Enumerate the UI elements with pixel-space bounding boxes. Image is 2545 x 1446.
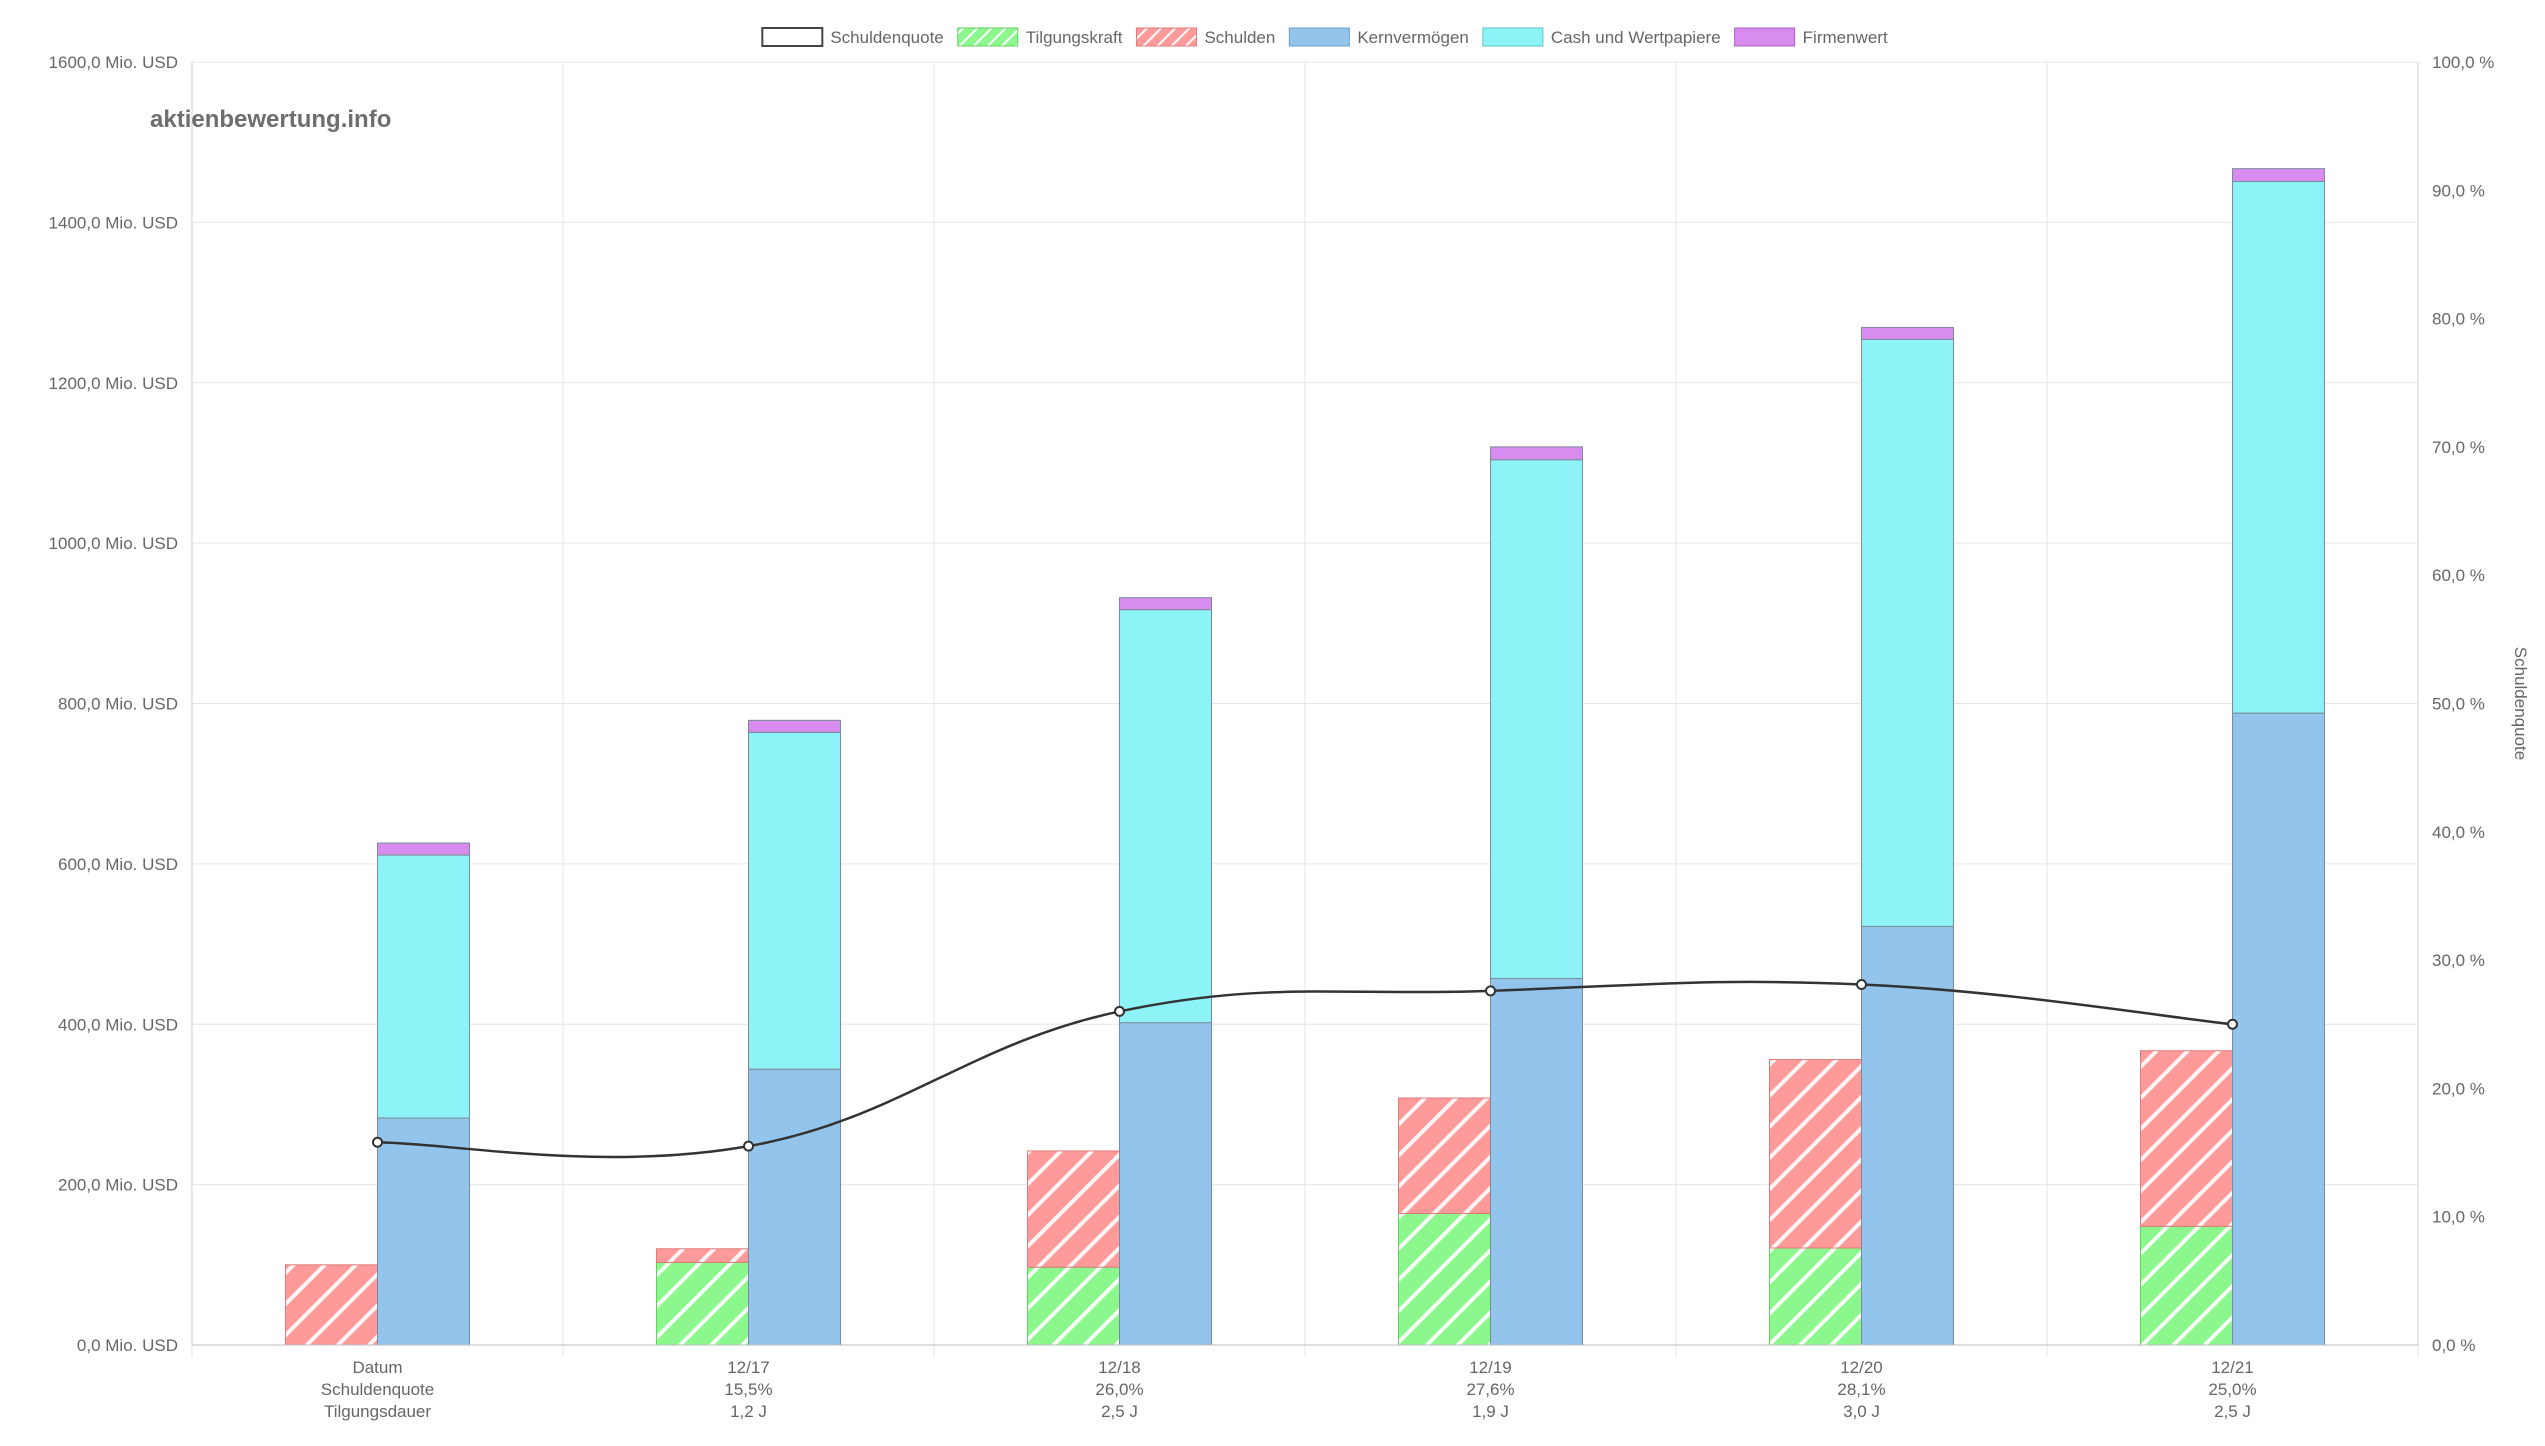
x-tick-label: 12/18	[1098, 1358, 1141, 1377]
bar-tilgungskraft	[1398, 1212, 1491, 1346]
y-left-tick-label: 800,0 Mio. USD	[58, 695, 178, 714]
bar-cash-wertpapiere	[1490, 459, 1583, 980]
y-right-tick-label: 10,0 %	[2432, 1208, 2485, 1227]
schuldenquote-point	[372, 1136, 383, 1148]
bar-kernvermoegen	[2232, 712, 2325, 1346]
schuldenquote-point	[2227, 1018, 2238, 1030]
y-right-tick-label: 100,0 %	[2432, 53, 2494, 72]
x-tick-subline-2: 1,2 J	[730, 1402, 767, 1421]
bar-schulden	[1769, 1059, 1862, 1249]
bars	[285, 168, 2325, 1346]
bar-firmenwert	[1490, 446, 1583, 461]
y-right-tick-label: 0,0 %	[2432, 1336, 2475, 1355]
y-left-tick-label: 600,0 Mio. USD	[58, 855, 178, 874]
bar-firmenwert	[1119, 597, 1212, 611]
legend-label: Schuldenquote	[830, 28, 943, 47]
legend-label: Cash und Wertpapiere	[1551, 28, 1721, 47]
y-right-tick-label: 80,0 %	[2432, 310, 2485, 329]
bar-kernvermoegen	[377, 1117, 470, 1346]
watermark-text: aktienbewertung.info	[150, 106, 391, 133]
bar-tilgungskraft	[2140, 1225, 2233, 1346]
schuldenquote-point	[743, 1140, 754, 1152]
x-tick-subline-1: 15,5%	[724, 1380, 772, 1399]
grid	[191, 61, 2419, 1357]
legend-label: Tilgungskraft	[1026, 28, 1123, 47]
legend-swatch	[1288, 27, 1350, 47]
x-tick-subline-2: 2,5 J	[1101, 1402, 1138, 1421]
schuldenquote-point	[1856, 978, 1867, 990]
bar-kernvermoegen	[1119, 1022, 1212, 1346]
bar-tilgungskraft	[1769, 1247, 1862, 1346]
y-left-tick-label: 1000,0 Mio. USD	[49, 534, 178, 553]
x-tick-subline-2: 2,5 J	[2214, 1402, 2251, 1421]
bar-firmenwert	[1861, 326, 1954, 340]
x-tick-label: 12/19	[1469, 1358, 1512, 1377]
bar-schulden	[285, 1264, 378, 1346]
bar-cash-wertpapiere	[1119, 609, 1212, 1024]
bar-cash-wertpapiere	[1861, 338, 1954, 927]
x-tick-subline-2: 1,9 J	[1472, 1402, 1509, 1421]
y-left-tick-label: 0,0 Mio. USD	[77, 1336, 178, 1355]
bar-kernvermoegen	[748, 1068, 841, 1346]
y-right-tick-label: 40,0 %	[2432, 823, 2485, 842]
x-tick-label: Datum	[352, 1358, 402, 1377]
legend: Schuldenquote Tilgungskraft Schulden Kernve…	[761, 27, 1888, 47]
legend-swatch	[761, 27, 824, 47]
x-tick-subline-2: 3,0 J	[1843, 1402, 1880, 1421]
schuldenquote-point	[1114, 1005, 1125, 1017]
x-tick-label: 12/17	[727, 1358, 770, 1377]
y-left-tick-label: 200,0 Mio. USD	[58, 1176, 178, 1195]
bar-cash-wertpapiere	[748, 731, 841, 1070]
x-tick-subline-1: 28,1%	[1837, 1380, 1885, 1399]
axes: 0,0 Mio. USD 200,0 Mio. USD 400,0 Mio. USD…	[49, 53, 2530, 1421]
x-tick-subline-1: 25,0%	[2208, 1380, 2256, 1399]
legend-label: Schulden	[1204, 28, 1275, 47]
bar-kernvermoegen	[1861, 925, 1954, 1346]
x-tick-subline-1: 26,0%	[1095, 1380, 1143, 1399]
y-right-tick-label: 90,0 %	[2432, 181, 2485, 200]
y-left-tick-label: 400,0 Mio. USD	[58, 1015, 178, 1034]
y-right-tick-label: 70,0 %	[2432, 438, 2485, 457]
x-tick-label: 12/20	[1840, 1358, 1883, 1377]
bar-tilgungskraft	[1027, 1266, 1120, 1346]
y-right-tick-label: 30,0 %	[2432, 951, 2485, 970]
bar-cash-wertpapiere	[377, 854, 470, 1119]
x-tick-subline-1: Schuldenquote	[321, 1380, 434, 1399]
schuldenquote-point	[1485, 985, 1496, 997]
y-right-tick-label: 60,0 %	[2432, 566, 2485, 585]
x-tick-subline-2: Tilgungsdauer	[324, 1402, 431, 1421]
y-left-tick-label: 1200,0 Mio. USD	[49, 374, 178, 393]
legend-label: Kernvermögen	[1357, 28, 1469, 47]
bar-cash-wertpapiere	[2232, 180, 2325, 714]
y-left-tick-label: 1400,0 Mio. USD	[49, 213, 178, 232]
schuldenquote-line-path	[377, 980, 2233, 1159]
legend-swatch	[957, 27, 1019, 47]
y-right-tick-label: 50,0 %	[2432, 695, 2485, 714]
schuldenquote-line	[372, 978, 2238, 1159]
legend-label: Firmenwert	[1803, 28, 1888, 47]
bar-firmenwert	[2232, 168, 2325, 182]
y-right-axis-title: Schuldenquote	[2511, 647, 2530, 760]
bar-schulden	[1398, 1097, 1491, 1214]
bar-kernvermoegen	[1490, 978, 1583, 1346]
x-tick-subline-1: 27,6%	[1466, 1380, 1514, 1399]
bar-schulden	[1027, 1150, 1120, 1268]
bar-firmenwert	[377, 842, 470, 856]
bar-firmenwert	[748, 719, 841, 733]
x-tick-label: 12/21	[2211, 1358, 2254, 1377]
bar-schulden	[656, 1248, 749, 1263]
y-right-tick-label: 20,0 %	[2432, 1079, 2485, 1098]
legend-swatch	[1734, 27, 1796, 47]
y-left-tick-label: 1600,0 Mio. USD	[49, 53, 178, 72]
bar-schulden	[2140, 1050, 2233, 1227]
legend-swatch	[1135, 27, 1197, 47]
legend-swatch	[1482, 27, 1544, 47]
bar-tilgungskraft	[656, 1261, 749, 1346]
